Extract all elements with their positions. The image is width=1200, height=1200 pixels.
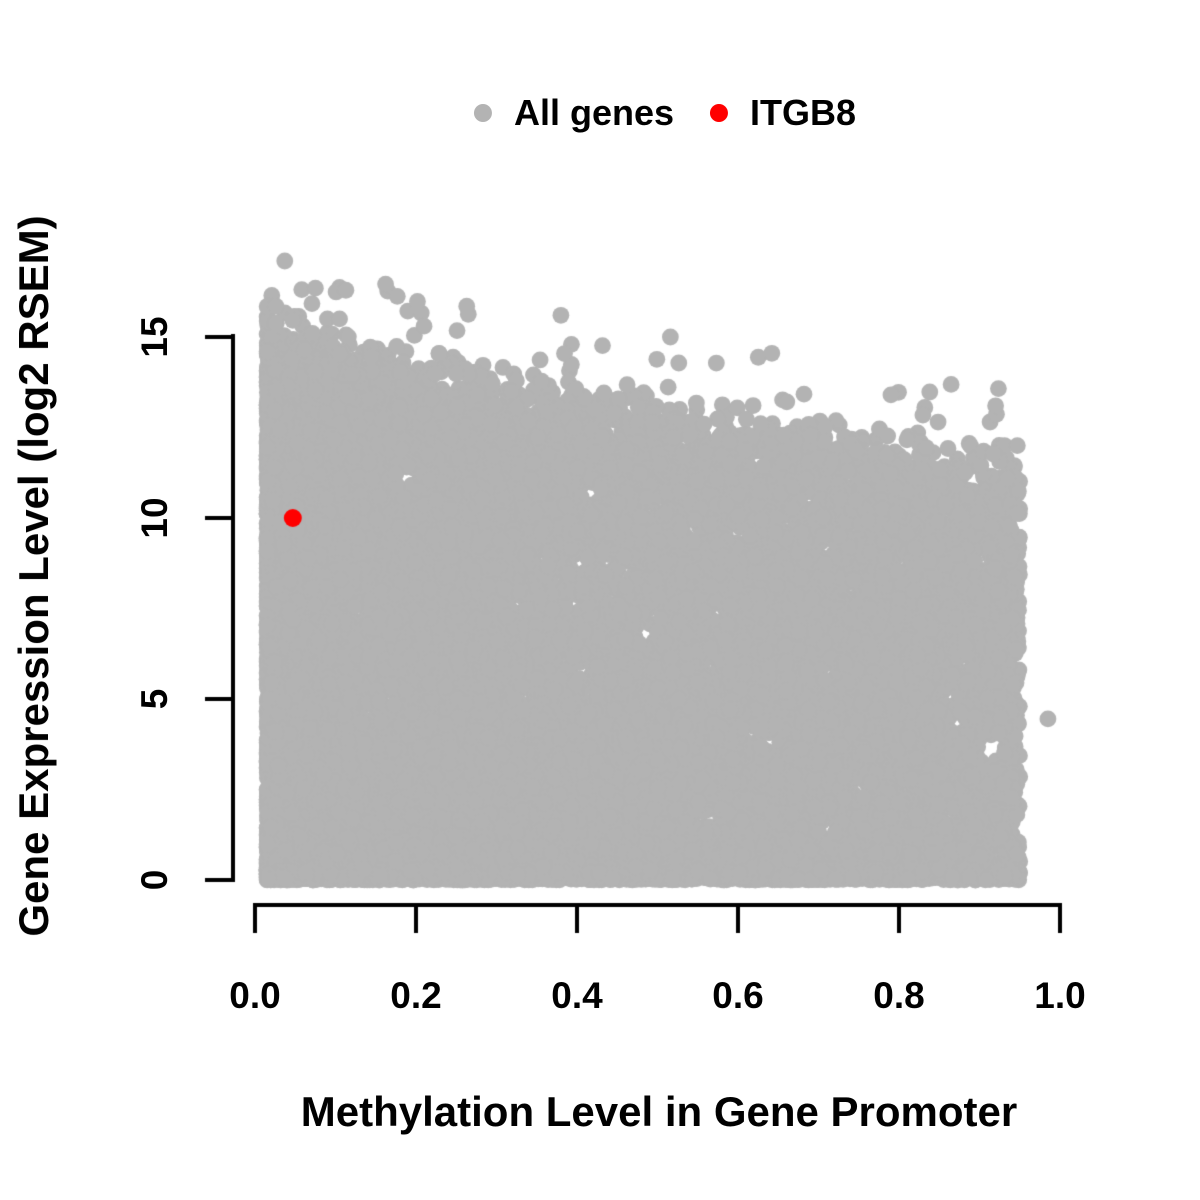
legend-item-all-genes: All genes	[473, 92, 675, 133]
legend-label-itgb8: ITGB8	[750, 92, 857, 133]
y-tick-label: 15	[134, 316, 175, 358]
x-tick-label: 1.0	[1034, 975, 1086, 1016]
itgb8-marker-icon	[710, 104, 729, 122]
x-tick-label: 0.2	[390, 975, 442, 1016]
x-axis-title: Methylation Level in Gene Promoter	[300, 1088, 1018, 1135]
legend-label-all-genes: All genes	[513, 92, 675, 133]
x-tick-label: 0.6	[712, 975, 764, 1016]
x-tick-label: 0.8	[873, 975, 925, 1016]
y-tick-label: 10	[134, 497, 175, 539]
y-tick-label: 0	[134, 869, 175, 891]
legend: All genes ITGB8	[473, 92, 856, 133]
x-tick-label: 0.0	[229, 975, 281, 1016]
y-axis-title: Gene Expression Level (log2 RSEM)	[10, 215, 57, 937]
y-tick-label: 5	[134, 688, 175, 710]
x-tick-label: 0.4	[551, 975, 603, 1016]
legend-item-itgb8: ITGB8	[710, 95, 856, 131]
all-genes-marker-icon	[473, 104, 492, 122]
